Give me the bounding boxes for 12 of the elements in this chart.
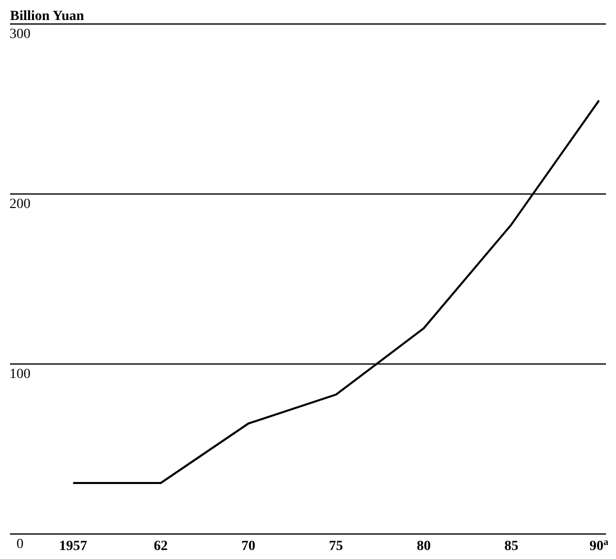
- x-tick-label: 70: [241, 539, 256, 554]
- y-tick-label: 0: [16, 537, 24, 552]
- x-tick-label: 75: [329, 539, 344, 554]
- x-tick-label: 90$^{a}$: [590, 536, 609, 554]
- y-axis-title: Billion Yuan: [10, 9, 84, 24]
- y-tick-label: 100: [10, 367, 30, 382]
- x-tick-label: 62: [154, 539, 168, 554]
- x-tick-label: 1957: [59, 539, 88, 554]
- x-tick-label: 85: [504, 539, 518, 554]
- y-tick-label: 200: [10, 197, 30, 212]
- y-tick-label: 300: [10, 27, 30, 42]
- x-tick-label: 80: [416, 539, 431, 554]
